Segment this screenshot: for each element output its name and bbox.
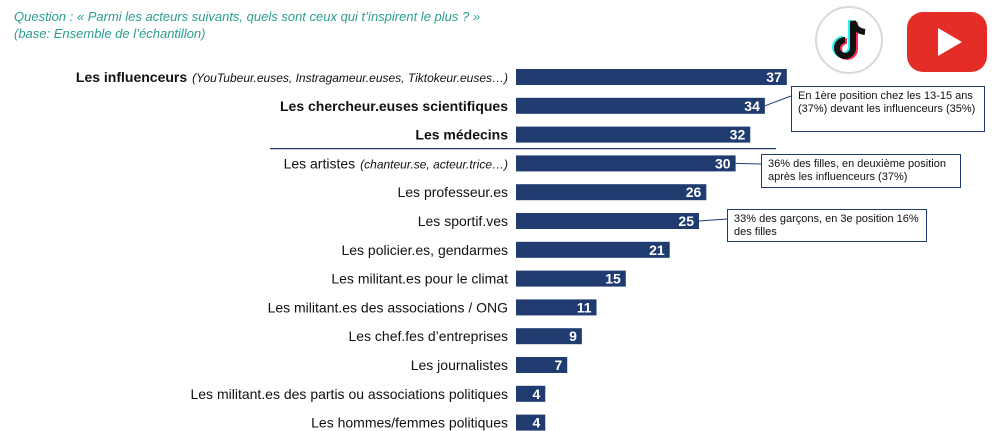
- bar-5: [516, 213, 699, 229]
- bar-value-label-12: 4: [532, 415, 540, 431]
- bar-value-label-8: 11: [577, 299, 592, 315]
- bar-value-label-4: 26: [686, 184, 702, 200]
- bar-value-label-10: 7: [554, 357, 562, 373]
- annotation-connector-1: [735, 162, 762, 165]
- question-text: Question : « Parmi les acteurs suivants,…: [14, 8, 480, 42]
- bar-value-label-0: 37: [766, 69, 782, 85]
- question-line-2: (base: Ensemble de l’échantillon): [14, 26, 206, 41]
- bar-value-label-5: 25: [678, 213, 694, 229]
- bar-8: [516, 299, 597, 316]
- bar-1: [516, 97, 765, 114]
- bar-3: [516, 155, 736, 172]
- annotation-box-2: 33% des garçons, en 3e position 16% des …: [727, 209, 927, 242]
- category-label-3: Les artistes (chanteur.se, acteur.trice…): [284, 155, 508, 171]
- bar-2: [516, 126, 751, 143]
- annotation-box-0: En 1ère position chez les 13-15 ans (37%…: [791, 86, 985, 132]
- question-line-1: Question : « Parmi les acteurs suivants,…: [14, 9, 481, 24]
- bar-0: [516, 69, 787, 85]
- youtube-logo: [907, 12, 987, 72]
- annotation-connector-0: [764, 95, 792, 107]
- bar-4: [516, 184, 707, 201]
- category-label-7: Les militant.es pour le climat: [331, 271, 508, 287]
- bar-value-label-6: 21: [649, 242, 665, 258]
- category-label-6: Les policier.es, gendarmes: [341, 242, 508, 258]
- category-label-2: Les médecins: [415, 127, 508, 143]
- category-label-10: Les journalistes: [411, 357, 508, 373]
- bar-6: [516, 241, 670, 258]
- category-label-0: Les influenceurs (YouTubeur.euses, Instra…: [76, 69, 508, 85]
- category-label-1: Les chercheur.euses scientifiques: [280, 98, 508, 114]
- category-label-11: Les militant.es des partis ou associatio…: [190, 386, 508, 402]
- bar-11: [516, 385, 546, 402]
- annotation-connector-2: [698, 218, 728, 222]
- bar-value-label-2: 32: [730, 127, 746, 143]
- category-label-12: Les hommes/femmes politiques: [311, 415, 508, 431]
- tiktok-logo: [815, 6, 883, 74]
- bar-value-label-3: 30: [715, 155, 731, 171]
- category-label-5: Les sportif.ves: [418, 213, 508, 229]
- category-label-8: Les militant.es des associations / ONG: [268, 299, 508, 315]
- bar-value-label-7: 15: [605, 271, 621, 287]
- annotation-box-1: 36% des filles, en deuxième position apr…: [761, 154, 961, 188]
- bar-value-label-1: 34: [744, 98, 760, 114]
- bar-7: [516, 270, 626, 287]
- bar-10: [516, 357, 568, 373]
- bar-12: [516, 414, 546, 431]
- bar-value-label-9: 9: [569, 328, 577, 344]
- bar-value-label-11: 4: [532, 386, 540, 402]
- category-label-4: Les professeur.es: [397, 184, 508, 200]
- category-label-9: Les chef.fes d’entreprises: [348, 328, 508, 344]
- bar-9: [516, 328, 582, 345]
